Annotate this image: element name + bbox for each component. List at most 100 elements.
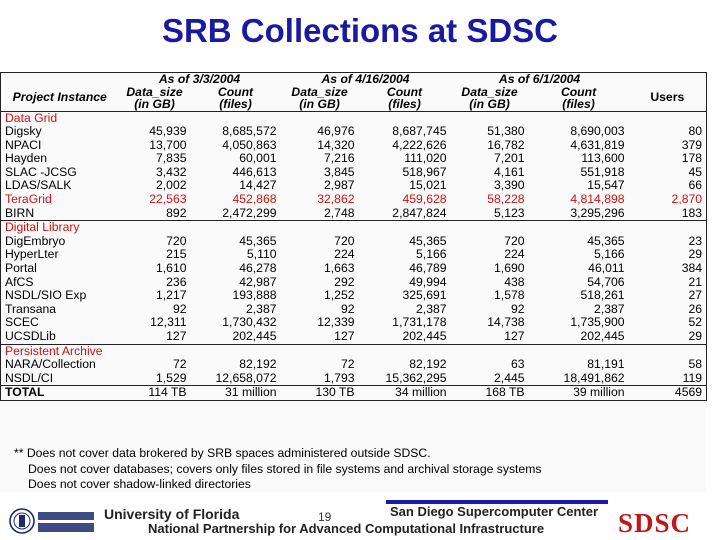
row-value: 46,011 [588,262,625,276]
table-row: TeraGrid 22,563 452,868 32,862 459,628 58,228… [0,193,708,207]
row-value: 7,835 [156,152,187,166]
row-value: 459,628 [402,193,447,207]
row-value: 63 [510,358,525,372]
footer-university: University of Florida [104,506,240,522]
row-name: NSDL/CI [0,371,119,387]
row-value: 1,730,432 [222,316,277,330]
row-name: NARA/Collection [0,358,119,372]
period1-header: As of 3/3/2004 [118,72,281,86]
row-value: 518,261 [580,289,625,303]
row-value: 2,002 [156,179,187,193]
table-row: NSDL/SIO Exp 1,217 193,888 1,252 325,691 1,57… [0,289,708,303]
row-value: 2,472,299 [190,206,281,222]
row-value: 32,862 [317,193,355,207]
row-value: 3,845 [324,165,355,179]
row-value: 92 [340,302,355,316]
row-value: 183 [628,206,708,222]
total-value: 34 million [358,385,451,401]
row-value: 15,547 [587,179,625,193]
table-row: NARA/Collection 72 82,192 72 82,192 63 81,191 5… [0,358,708,372]
row-name: UCSDLib [0,330,119,345]
row-value: 2,387 [594,302,625,316]
row-value: 46,789 [409,262,447,276]
count-unit-1: (files) [219,98,252,111]
row-value: 4,631,819 [570,138,625,152]
row-name: NPACI [0,138,119,153]
datasize-unit-2: (in GB) [299,98,340,111]
row-value: 45,365 [587,234,625,248]
table-row: Hayden 7,835 60,001 7,216 111,020 7,201 113,60… [0,152,708,166]
table-row: SLAC -JCSG 3,432 446,613 3,845 518,967 4,161 5… [0,165,708,180]
row-value: 4,050,863 [222,138,277,152]
row-value: 82,192 [409,358,447,372]
row-value: 45,365 [409,234,447,248]
row-value: 202,445 [190,330,281,345]
row-value: 215 [166,248,187,262]
row-value: 193,888 [232,289,277,303]
datasize-unit-3: (in GB) [469,98,510,111]
table-row: AfCS 236 42,987 292 49,994 438 54,706 21 [0,275,708,290]
row-value: 518,967 [402,165,447,179]
row-value: 27 [628,289,708,303]
row-value: 2,748 [280,206,359,222]
row-value: 29 [628,330,708,345]
row-value: 3,432 [156,165,187,179]
count-header-3: Count [560,85,597,98]
row-value: 3,295,296 [528,206,629,222]
footnote-2: Does not cover databases; covers only fi… [28,461,542,476]
header-row-columns-2: (in GB) (files) (in GB) (files) (in GB) … [1,98,707,111]
row-value: 5,166 [416,248,447,262]
datasize-header-2: Data_size [291,85,348,98]
row-value: 54,706 [587,275,625,289]
table-row: HyperLter 215 5,110 224 5,166 224 5,166 29 [0,248,708,263]
row-value: 720 [166,234,187,248]
row-value: 1,578 [494,289,525,303]
row-value: 12,311 [150,316,187,330]
row-value: 1,529 [118,371,191,387]
collections-table-wrap: As of 3/3/2004 As of 4/16/2004 As of 6/1… [0,72,708,492]
row-value: 13,700 [149,138,187,152]
footnote-1: ** Does not cover data brokered by SRB s… [14,446,431,460]
row-value: 92 [510,302,525,316]
row-value: 23 [628,234,708,249]
table-row: SCEC 12,311 1,730,432 12,339 1,731,178 14,738… [0,316,708,330]
table-row: Transana 92 2,387 92 2,387 92 2,387 26 [0,302,708,317]
row-value: 4,222,626 [392,138,447,152]
row-value: 15,021 [409,179,447,193]
row-name: AfCS [0,275,119,290]
row-value: 66 [628,179,708,194]
row-value: 45,365 [239,234,277,248]
row-name: SLAC -JCSG [0,165,119,180]
row-name: Hayden [0,152,119,166]
table-row: BIRN 892 2,472,299 2,748 2,847,824 5,123 3,295… [0,206,708,222]
row-name: BIRN [0,206,119,222]
row-value: 45,939 [149,125,187,139]
row-name: Transana [0,302,119,317]
row-value: 26 [628,302,708,317]
count-header-1: Count [217,85,254,98]
table-row: NSDL/CI 1,529 12,658,072 1,793 15,362,295 2,4… [0,371,708,387]
row-value: 1,252 [324,289,355,303]
row-value: 72 [172,358,187,372]
row-value: 720 [504,234,525,248]
footnotes: ** Does not cover data brokered by SRB s… [14,446,541,493]
row-value: 15,362,295 [358,371,451,387]
page-title: SRB Collections at SDSC [161,12,559,49]
count-unit-3: (files) [562,98,595,111]
total-value: 31 million [190,385,281,401]
group-row: Digital Library [0,220,708,235]
row-value: 892 [118,206,191,222]
row-value: 4,814,898 [570,193,625,207]
period3-header: As of 6/1/2004 [450,72,629,86]
row-value: 5,123 [450,206,529,222]
row-value: 49,994 [409,275,447,289]
row-value: 384 [628,262,708,276]
row-value: 2,847,824 [358,206,451,222]
row-value: 8,687,745 [392,125,447,139]
row-value: 8,685,572 [222,125,277,139]
row-value: 2,987 [324,179,355,193]
row-value: 81,191 [587,358,625,372]
row-value: 12,339 [317,316,355,330]
row-value: 7,201 [494,152,525,166]
row-value: 379 [628,138,708,153]
